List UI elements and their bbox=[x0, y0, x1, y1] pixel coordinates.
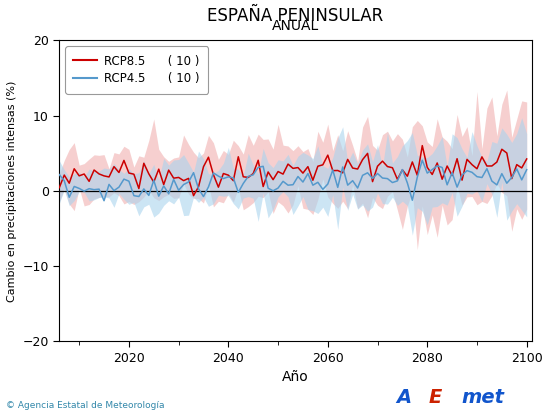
Text: © Agencia Estatal de Meteorología: © Agencia Estatal de Meteorología bbox=[6, 401, 164, 410]
Text: ANUAL: ANUAL bbox=[272, 19, 319, 33]
Text: met: met bbox=[461, 388, 504, 407]
Title: ESPAÑA PENINSULAR: ESPAÑA PENINSULAR bbox=[207, 7, 383, 25]
Text: E: E bbox=[428, 388, 442, 407]
Y-axis label: Cambio en precipitaciones intensas (%): Cambio en precipitaciones intensas (%) bbox=[7, 80, 17, 302]
Legend: RCP8.5      ( 10 ), RCP4.5      ( 10 ): RCP8.5 ( 10 ), RCP4.5 ( 10 ) bbox=[65, 46, 208, 94]
Text: A: A bbox=[396, 388, 411, 407]
X-axis label: Año: Año bbox=[282, 370, 309, 384]
